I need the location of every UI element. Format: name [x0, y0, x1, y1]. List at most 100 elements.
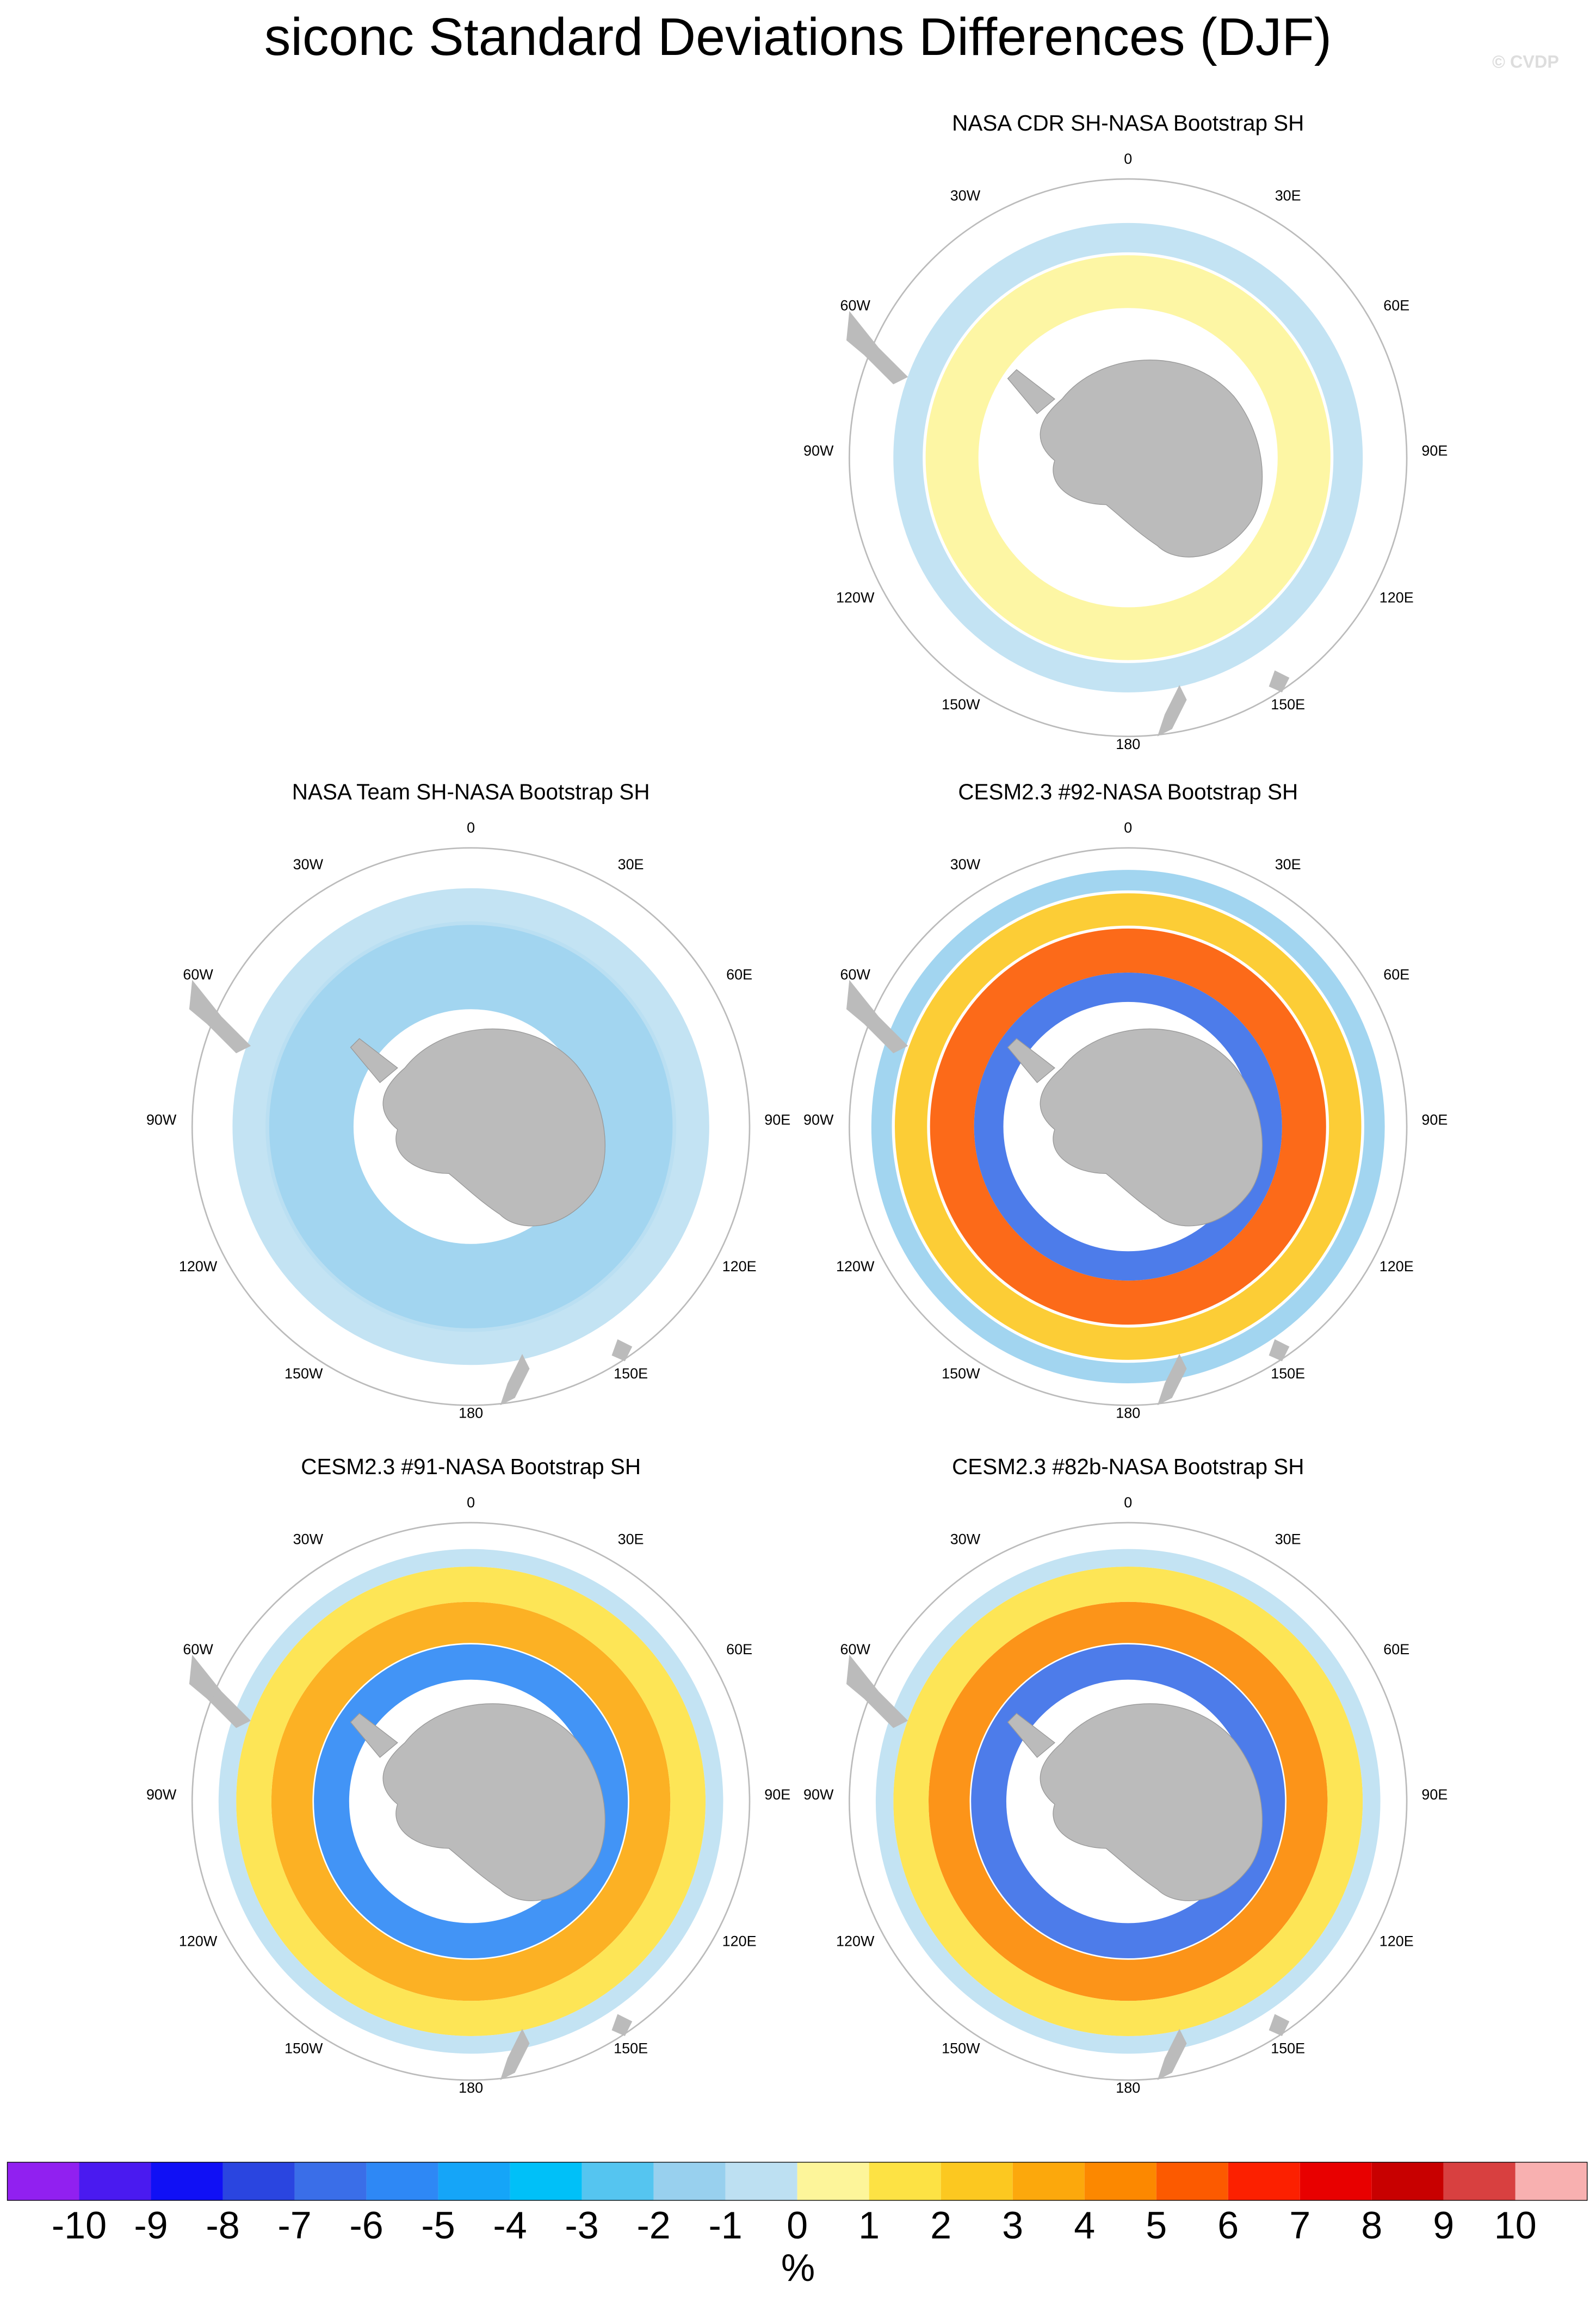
south-america: [846, 980, 908, 1054]
colorbar-label: 7: [1289, 2204, 1310, 2247]
south-america: [846, 1654, 908, 1728]
colorbar-box: [725, 2162, 797, 2201]
longitude-label: 120W: [836, 1933, 875, 1950]
ice-shading: [971, 1644, 1285, 1959]
longitude-label: 150E: [614, 2040, 648, 2056]
ice-shading: [930, 928, 1326, 1325]
panel-title: NASA Team SH-NASA Bootstrap SH: [292, 780, 650, 805]
longitude-label: 180: [1116, 2080, 1140, 2096]
new-zealand: [500, 2014, 633, 2080]
longitude-label: 150W: [942, 2040, 980, 2056]
longitude-label: 180: [459, 2080, 483, 2096]
longitude-label: 30E: [618, 1531, 644, 1548]
longitude-label: 180: [1116, 736, 1140, 752]
longitude-label: 60E: [1383, 1641, 1409, 1657]
colorbar-box: [151, 2162, 223, 2201]
ice-shading: [218, 1549, 723, 2054]
ice-shading: [871, 870, 1385, 1383]
antarctica: [1007, 360, 1263, 558]
colorbar-label: -1: [708, 2204, 742, 2247]
longitude-label: 90W: [146, 1786, 177, 1803]
colorbar-box: [582, 2162, 654, 2201]
new-zealand: [1157, 1339, 1290, 1406]
south-america: [189, 980, 251, 1054]
map-panel: NASA Team SH-NASA Bootstrap SH 0 30E 60E 90E…: [146, 780, 790, 1421]
panel-title: CESM2.3 #82b-NASA Bootstrap SH: [952, 1454, 1304, 1479]
south-america: [846, 311, 908, 385]
map-panel: NASA CDR SH-NASA Bootstrap SH 0 30E 60E 90E 1…: [803, 110, 1447, 752]
longitude-label: 0: [467, 820, 475, 836]
map-panel: CESM2.3 #91-NASA Bootstrap SH 0 30E 60E 90E 1…: [146, 1454, 790, 2096]
new-zealand: [1157, 670, 1290, 737]
colorbar-box: [869, 2162, 941, 2201]
ice-shading: [893, 1567, 1363, 2036]
colorbar-box: [1515, 2162, 1587, 2201]
longitude-label: 120E: [722, 1933, 757, 1950]
longitude-label: 60E: [1383, 298, 1409, 314]
ice-shading: [929, 1601, 1328, 2001]
ice-shading: [894, 893, 1362, 1360]
longitude-label: 60E: [1383, 966, 1409, 982]
longitude-label: 30W: [950, 1531, 981, 1548]
colorbar-box: [797, 2162, 869, 2201]
colorbar-box: [1156, 2162, 1228, 2201]
longitude-label: 150W: [284, 2040, 323, 2056]
longitude-label: 90W: [146, 1111, 177, 1128]
longitude-label: 30E: [1275, 1531, 1301, 1548]
longitude-label: 150E: [1271, 696, 1305, 713]
longitude-label: 30E: [1275, 187, 1301, 203]
colorbar-box: [1371, 2162, 1444, 2201]
longitude-label: 150E: [1271, 2040, 1305, 2056]
longitude-label: 60W: [183, 1641, 213, 1657]
map-panel: CESM2.3 #82b-NASA Bootstrap SH 0 30E 60E 90E…: [803, 1454, 1447, 2096]
colorbar-box: [510, 2162, 582, 2201]
colorbar-label: 1: [858, 2204, 880, 2247]
map-boundary: [849, 1521, 1408, 2081]
colorbar-box: [222, 2162, 295, 2201]
longitude-label: 150W: [284, 1365, 323, 1382]
map-boundary: [849, 847, 1408, 1406]
colorbar-label: 5: [1146, 2204, 1167, 2247]
panel-title: CESM2.3 #91-NASA Bootstrap SH: [301, 1454, 641, 1479]
longitude-label: 90W: [803, 1786, 834, 1803]
ice-shading: [314, 1644, 628, 1959]
figure-title: siconc Standard Deviations Differences (…: [264, 7, 1332, 66]
longitude-label: 90E: [1421, 1786, 1447, 1803]
colorbar-label: -5: [421, 2204, 455, 2247]
longitude-label: 120E: [1380, 589, 1414, 605]
longitude-label: 90E: [1421, 443, 1447, 459]
longitude-label: 60W: [840, 966, 870, 982]
colorbar-frame: [7, 2162, 1588, 2201]
map-boundary: [191, 1521, 751, 2081]
colorbar-label: -9: [134, 2204, 168, 2247]
longitude-label: 0: [1124, 820, 1132, 836]
colorbar-label: 4: [1074, 2204, 1095, 2247]
ice-shading: [974, 972, 1282, 1281]
longitude-label: 90W: [803, 1111, 834, 1128]
new-zealand: [500, 1339, 633, 1406]
colorbar-box: [653, 2162, 726, 2201]
colorbar-unit: %: [781, 2247, 815, 2289]
colorbar-box: [366, 2162, 438, 2201]
longitude-label: 90W: [803, 443, 834, 459]
colorbar-box: [1228, 2162, 1300, 2201]
longitude-label: 30W: [293, 856, 324, 873]
colorbar-box: [1012, 2162, 1085, 2201]
colorbar-box: [294, 2162, 367, 2201]
longitude-label: 60W: [840, 1641, 870, 1657]
longitude-label: 60E: [726, 966, 752, 982]
colorbar-label: -2: [636, 2204, 670, 2247]
map-boundary: [191, 847, 751, 1406]
longitude-label: 30W: [950, 187, 981, 203]
antarctica: [350, 1028, 605, 1227]
ice-shading: [232, 888, 709, 1365]
colorbar-label: -6: [349, 2204, 383, 2247]
colorbar-box: [941, 2162, 1013, 2201]
colorbar-label: 10: [1494, 2204, 1537, 2247]
ice-shading: [265, 921, 677, 1332]
antarctica: [1007, 1703, 1263, 1901]
colorbar-box: [7, 2162, 79, 2201]
ice-shading: [925, 255, 1331, 660]
longitude-label: 30E: [1275, 856, 1301, 873]
longitude-label: 0: [1124, 151, 1132, 167]
